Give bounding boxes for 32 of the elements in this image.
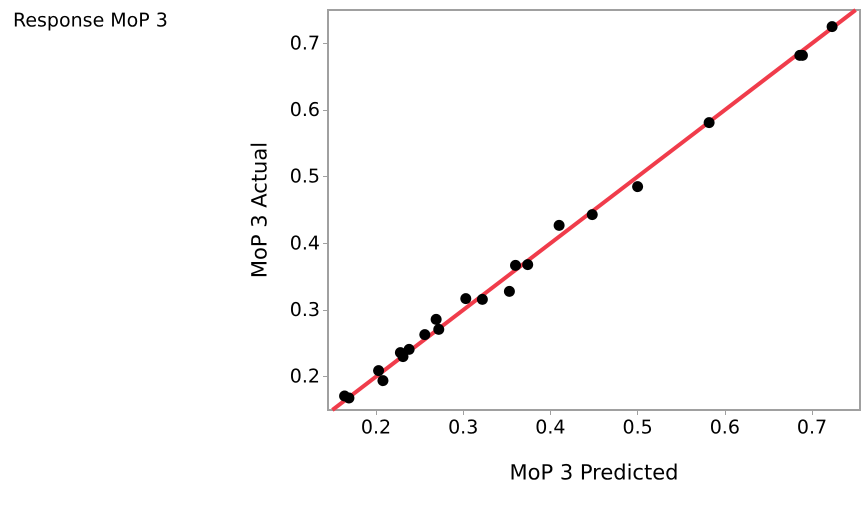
point [510, 260, 522, 271]
x-tick-label: 0.3 [448, 416, 478, 438]
point [433, 324, 444, 335]
point [419, 329, 430, 340]
point [476, 294, 488, 305]
point [430, 314, 442, 325]
x-tick-label: 0.6 [710, 416, 740, 438]
x-tick-label: 0.2 [360, 416, 392, 438]
point [373, 365, 384, 376]
point [343, 392, 354, 404]
y-tick-label: 0.6 [290, 99, 320, 121]
point [826, 21, 838, 32]
x-axis-title: MoP 3 Predicted [510, 460, 678, 484]
point [704, 117, 715, 128]
y-axis-title: MoP 3 Actual [248, 142, 272, 278]
point [404, 344, 415, 355]
point [377, 375, 388, 386]
y-tick-label: 0.2 [290, 366, 320, 388]
y-tick-label: 0.7 [290, 32, 320, 54]
text: Response MoP 3 [13, 10, 168, 32]
point [504, 286, 515, 297]
point [586, 209, 598, 220]
y-tick-label: 0.4 [290, 232, 320, 254]
point [522, 259, 534, 270]
x-tick-label: 0.5 [622, 416, 653, 438]
y-tick-label: 0.5 [290, 166, 320, 188]
point [460, 293, 472, 304]
point [632, 181, 644, 192]
x-tick-label: 0.4 [535, 416, 566, 438]
y-tick-label: 0.3 [290, 299, 320, 321]
x-tick-label: 0.7 [796, 416, 828, 438]
point [554, 220, 565, 231]
